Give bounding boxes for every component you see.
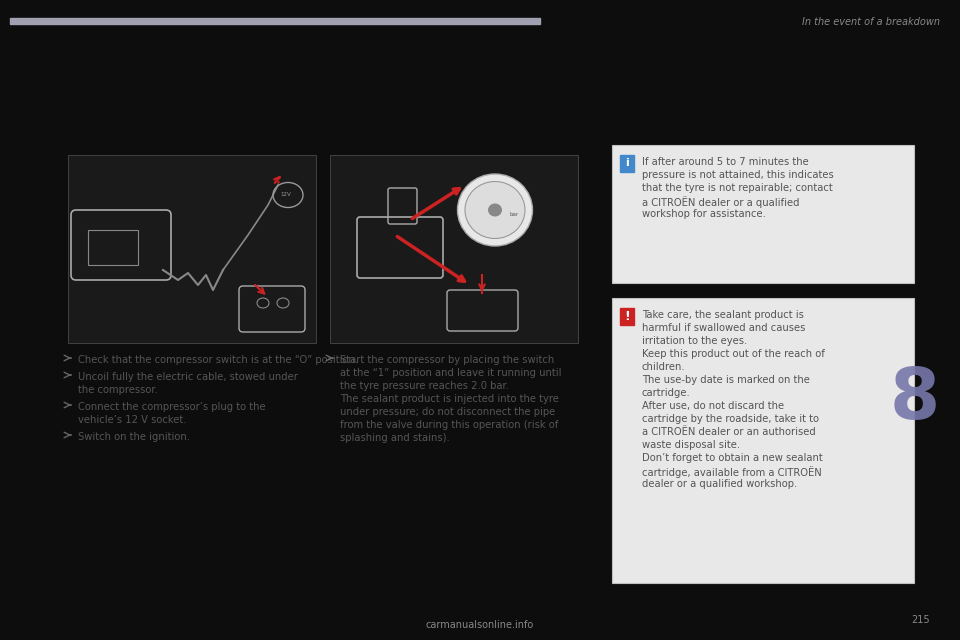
- Text: a CITROËN dealer or a qualified: a CITROËN dealer or a qualified: [642, 196, 800, 208]
- Text: harmful if swallowed and causes: harmful if swallowed and causes: [642, 323, 805, 333]
- Text: Start the compressor by placing the switch: Start the compressor by placing the swit…: [340, 355, 554, 365]
- Text: 8: 8: [890, 365, 940, 435]
- Bar: [620, 308, 634, 325]
- Text: After use, do not discard the: After use, do not discard the: [642, 401, 784, 411]
- Text: The use-by date is marked on the: The use-by date is marked on the: [642, 375, 810, 385]
- Bar: [10, 18, 540, 24]
- Text: Connect the compressor’s plug to the: Connect the compressor’s plug to the: [78, 402, 266, 412]
- Text: 12V: 12V: [280, 193, 292, 198]
- Text: If after around 5 to 7 minutes the: If after around 5 to 7 minutes the: [642, 157, 808, 167]
- Text: The sealant product is injected into the tyre: The sealant product is injected into the…: [340, 394, 559, 404]
- Text: pressure is not attained, this indicates: pressure is not attained, this indicates: [642, 170, 833, 180]
- Text: the compressor.: the compressor.: [78, 385, 157, 395]
- Text: bar: bar: [510, 212, 519, 218]
- Text: irritation to the eyes.: irritation to the eyes.: [642, 336, 747, 346]
- Text: vehicle’s 12 V socket.: vehicle’s 12 V socket.: [78, 415, 186, 425]
- Text: In the event of a breakdown: In the event of a breakdown: [802, 17, 940, 27]
- Text: !: !: [624, 310, 630, 323]
- Text: the tyre pressure reaches 2.0 bar.: the tyre pressure reaches 2.0 bar.: [340, 381, 509, 391]
- Text: Don’t forget to obtain a new sealant: Don’t forget to obtain a new sealant: [642, 453, 823, 463]
- Text: Check that the compressor switch is at the “O” position.: Check that the compressor switch is at t…: [78, 355, 358, 365]
- Text: waste disposal site.: waste disposal site.: [642, 440, 740, 450]
- Text: splashing and stains).: splashing and stains).: [340, 433, 449, 443]
- Text: dealer or a qualified workshop.: dealer or a qualified workshop.: [642, 479, 797, 489]
- Text: Keep this product out of the reach of: Keep this product out of the reach of: [642, 349, 825, 359]
- Text: cartridge by the roadside, take it to: cartridge by the roadside, take it to: [642, 414, 819, 424]
- Text: a CITROËN dealer or an authorised: a CITROËN dealer or an authorised: [642, 427, 816, 437]
- Text: Take care, the sealant product is: Take care, the sealant product is: [642, 310, 804, 320]
- Text: carmanualsonline.info: carmanualsonline.info: [426, 620, 534, 630]
- Text: that the tyre is not repairable; contact: that the tyre is not repairable; contact: [642, 183, 832, 193]
- Text: at the “1” position and leave it running until: at the “1” position and leave it running…: [340, 368, 562, 378]
- Text: children.: children.: [642, 362, 685, 372]
- Text: cartridge.: cartridge.: [642, 388, 691, 398]
- Text: under pressure; do not disconnect the pipe: under pressure; do not disconnect the pi…: [340, 407, 555, 417]
- Ellipse shape: [458, 174, 533, 246]
- Text: cartridge, available from a CITROËN: cartridge, available from a CITROËN: [642, 466, 822, 478]
- Text: Uncoil fully the electric cable, stowed under: Uncoil fully the electric cable, stowed …: [78, 372, 298, 382]
- Ellipse shape: [465, 182, 525, 239]
- FancyBboxPatch shape: [330, 155, 578, 343]
- Text: Switch on the ignition.: Switch on the ignition.: [78, 432, 190, 442]
- FancyBboxPatch shape: [68, 155, 316, 343]
- FancyBboxPatch shape: [612, 145, 914, 283]
- Bar: [620, 155, 634, 172]
- Text: from the valve during this operation (risk of: from the valve during this operation (ri…: [340, 420, 559, 430]
- Text: workshop for assistance.: workshop for assistance.: [642, 209, 766, 219]
- Text: 215: 215: [911, 615, 930, 625]
- Text: i: i: [625, 158, 629, 168]
- Ellipse shape: [488, 204, 502, 216]
- FancyBboxPatch shape: [612, 298, 914, 583]
